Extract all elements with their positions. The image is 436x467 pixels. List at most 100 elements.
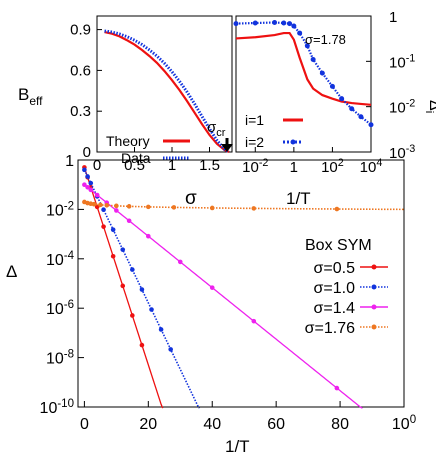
panel-beff-ytick-label: 0.3 xyxy=(70,103,91,120)
panel-delta-i-xtick-label: 10-2 xyxy=(242,157,268,176)
panel-beff-xlabel: σ xyxy=(185,188,197,209)
series-point-i2 xyxy=(339,96,345,102)
panel-beff-ytick-label: 0 xyxy=(83,144,91,161)
series-point-i2 xyxy=(291,23,297,29)
series-line-sigma-1.76 xyxy=(84,201,405,211)
series-point-sigma-1.4 xyxy=(85,184,90,190)
panel-main-ytick-label: 10-6 xyxy=(46,299,74,318)
panel-delta-i-yticks: 1 10-1 10-2 10-3 xyxy=(366,9,415,162)
panel-beff-xticks: 0 0.5 1 1.5 xyxy=(93,147,220,174)
panel-beff-xtick-label: 0 xyxy=(93,157,101,174)
panel-beff-annotation-main: σ xyxy=(207,119,217,136)
panel-beff-ylabel-sub: eff xyxy=(29,94,43,108)
series-point-sigma-0.5 xyxy=(120,283,126,289)
panel-beff-xtick-label: 0.5 xyxy=(124,157,145,174)
series-point-sigma-0.5 xyxy=(139,342,145,348)
legend-sigma-label: σ=1.76 xyxy=(305,320,355,337)
series-point-i2 xyxy=(368,122,374,128)
series-point-sigma-1.0 xyxy=(110,227,116,232)
panel-main: 1 10-2 10-4 10-6 10-8 10-10 0 20 40 60 80 100 Δ 1/… xyxy=(6,153,416,456)
panel-main-ytick-label: 10-4 xyxy=(46,250,75,269)
series-point-sigma-0.5 xyxy=(110,253,116,259)
panel-beff-xtick-label: 1.5 xyxy=(199,157,220,174)
series-point-i2 xyxy=(233,21,239,27)
series-point-sigma-1.0 xyxy=(139,287,145,292)
series-point-sigma-1.4 xyxy=(126,218,132,224)
series-point-sigma-1.76 xyxy=(251,206,257,211)
legend-sigma-label: σ=0.5 xyxy=(314,260,356,277)
panel-delta-i-ylabel-sub: i xyxy=(423,111,435,113)
series-point-i2 xyxy=(329,83,335,89)
legend-sigma-marker xyxy=(371,284,377,290)
panel-main-xtick-label: 100 xyxy=(392,414,416,433)
series-point-sigma-1.76 xyxy=(91,201,97,207)
panel-main-series xyxy=(82,165,405,409)
series-point-sigma-1.4 xyxy=(88,187,94,193)
panel-main-xtick-label: 0 xyxy=(80,416,89,433)
panel-main-frame xyxy=(77,159,405,408)
legend-theory-label: Theory xyxy=(106,133,150,149)
series-point-sigma-1.76 xyxy=(98,202,103,208)
series-point-i2 xyxy=(272,19,278,25)
down-arrow-icon xyxy=(221,138,233,152)
series-point-sigma-1.76 xyxy=(334,206,340,212)
series-point-sigma-1.0 xyxy=(82,167,87,173)
series-point-i2 xyxy=(349,106,355,112)
series-line-theory xyxy=(104,30,230,154)
panel-main-ytick-label: 10-2 xyxy=(46,200,74,219)
panel-beff-series xyxy=(104,29,230,154)
series-point-i2 xyxy=(281,20,287,26)
panel-main-ylabel: Δ xyxy=(6,262,17,281)
panel-beff-ytick-label: 0.9 xyxy=(70,22,91,39)
panel-beff-ylabel: Beff xyxy=(18,85,43,108)
series-point-i2 xyxy=(319,70,325,76)
panel-delta-i-ytick-label: 1 xyxy=(389,9,397,26)
series-point-sigma-1.76 xyxy=(171,205,177,210)
series-point-sigma-1.4 xyxy=(177,259,183,265)
series-line-data xyxy=(104,29,230,154)
panel-beff-frame xyxy=(96,15,233,153)
panel-main-xtick-label: 20 xyxy=(139,416,157,433)
series-point-i2 xyxy=(358,114,364,120)
panel-delta-i-ytick-label: 10-3 xyxy=(389,143,415,162)
panel-beff-ylabel-main: B xyxy=(18,85,29,104)
panel-main-xtick-label: 40 xyxy=(203,416,221,433)
panel-delta-i-frame xyxy=(235,15,372,153)
panel-delta-i-xtick-label: 102 xyxy=(321,157,344,176)
series-point-sigma-1.0 xyxy=(158,327,164,332)
series-point-sigma-1.0 xyxy=(85,174,90,179)
legend-sigma-label: σ=1.0 xyxy=(314,280,356,297)
panel-main-legend: Box SYM σ=0.5 σ=1.0 σ=1.4 σ=1.76 xyxy=(305,237,388,337)
legend-i2-marker xyxy=(290,139,296,145)
panel-beff-legend: Theory Data xyxy=(106,133,190,166)
series-point-sigma-1.4 xyxy=(94,192,100,198)
panel-beff-xtick-label: 1 xyxy=(168,157,176,174)
series-point-sigma-1.4 xyxy=(114,208,119,213)
series-point-i2 xyxy=(287,21,293,27)
legend-i1-label: i=1 xyxy=(245,112,264,128)
panel-main-xtick-label: 80 xyxy=(331,416,349,433)
panel-delta-i-xtick-label: 104 xyxy=(360,157,383,176)
panel-main-ytick-label: 10-10 xyxy=(40,398,74,417)
series-point-sigma-1.76 xyxy=(126,204,132,209)
panel-main-xlabel: 1/T xyxy=(225,437,250,456)
series-point-sigma-1.0 xyxy=(88,180,94,186)
series-point-sigma-1.4 xyxy=(251,318,257,324)
series-point-sigma-1.0 xyxy=(130,267,135,272)
panel-delta-i-ytick-label: 10-2 xyxy=(389,98,415,117)
panel-main-ytick-label: 1 xyxy=(65,153,74,170)
panel-beff-ytick-label: 0.6 xyxy=(70,62,91,79)
legend-sigma-marker xyxy=(371,304,377,310)
panel-main-ytick-label: 10-8 xyxy=(46,349,74,368)
series-point-sigma-1.0 xyxy=(101,207,106,213)
series-point-sigma-1.76 xyxy=(104,203,110,208)
legend-sigma-label: σ=1.4 xyxy=(314,300,356,317)
panel-delta-i-xtick-label: 1 xyxy=(290,159,298,176)
panel-delta-i-ylabel-main: Δ xyxy=(426,100,436,111)
series-point-sigma-1.76 xyxy=(209,205,215,211)
legend-data-label: Data xyxy=(121,150,151,166)
legend-i2-label: i=2 xyxy=(245,134,264,150)
series-point-sigma-1.76 xyxy=(114,203,119,209)
